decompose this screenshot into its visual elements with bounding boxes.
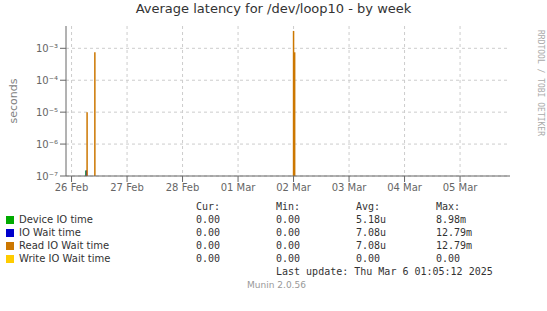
html-text:Cur:: Cur: — [196, 201, 221, 212]
svg-text:05 Mar: 05 Mar — [443, 182, 479, 193]
html-text:Munin 2.0.56: Munin 2.0.56 — [247, 280, 306, 290]
html-text:Last update: Thu Mar 6 01:05:1: Last update: Thu Mar 6 01:05:12 2025 — [276, 266, 493, 277]
svg-text:seconds: seconds — [8, 78, 20, 123]
html-text:7.08u: 7.08u — [356, 240, 387, 251]
html-text:0.00: 0.00 — [276, 253, 301, 264]
html-text:Max:: Max: — [436, 201, 461, 212]
svg-text:10⁻⁶: 10⁻⁶ — [36, 139, 58, 150]
svg-text:04 Mar: 04 Mar — [387, 182, 423, 193]
html-text:0.00: 0.00 — [276, 214, 301, 225]
html-text:0.00: 0.00 — [276, 240, 301, 251]
html-text:12.79m: 12.79m — [436, 227, 473, 238]
html-text:RRDTOOL / TOBI OETIKER: RRDTOOL / TOBI OETIKER — [536, 30, 545, 136]
html-text:Average latency for /dev/loop1: Average latency for /dev/loop10 - by wee… — [135, 1, 412, 16]
html-text:Write IO Wait time: Write IO Wait time — [19, 253, 111, 264]
svg-text:10⁻⁷: 10⁻⁷ — [36, 171, 58, 182]
svg-text:02 Mar: 02 Mar — [276, 182, 312, 193]
svg-text:10⁻⁴: 10⁻⁴ — [36, 75, 58, 86]
html-text:Device IO time: Device IO time — [19, 214, 93, 225]
html-text:0.00: 0.00 — [196, 240, 221, 251]
html-text:12.79m: 12.79m — [436, 240, 473, 251]
html-text:5.18u: 5.18u — [356, 214, 387, 225]
html-text:0.00: 0.00 — [356, 253, 381, 264]
svg-text:28 Feb: 28 Feb — [166, 182, 200, 193]
svg-text:26 Feb: 26 Feb — [55, 182, 89, 193]
html-text:IO Wait time: IO Wait time — [19, 227, 81, 238]
html-text:7.08u: 7.08u — [356, 227, 387, 238]
svg-text:10⁻³: 10⁻³ — [36, 43, 58, 54]
html-text:Min:: Min: — [276, 201, 301, 212]
html-text:Avg:: Avg: — [356, 201, 381, 212]
svg-text:10⁻⁵: 10⁻⁵ — [36, 107, 58, 118]
svg-text:01 Mar: 01 Mar — [221, 182, 257, 193]
html-text:0.00: 0.00 — [196, 227, 221, 238]
svg-text:03 Mar: 03 Mar — [332, 182, 368, 193]
html-text:0.00: 0.00 — [196, 253, 221, 264]
html-text:Read IO Wait time: Read IO Wait time — [19, 240, 110, 251]
html-text:0.00: 0.00 — [276, 227, 301, 238]
svg-text:27 Feb: 27 Feb — [110, 182, 144, 193]
html-text:0.00: 0.00 — [436, 253, 461, 264]
html-text:8.98m: 8.98m — [436, 214, 467, 225]
html-text:0.00: 0.00 — [196, 214, 221, 225]
